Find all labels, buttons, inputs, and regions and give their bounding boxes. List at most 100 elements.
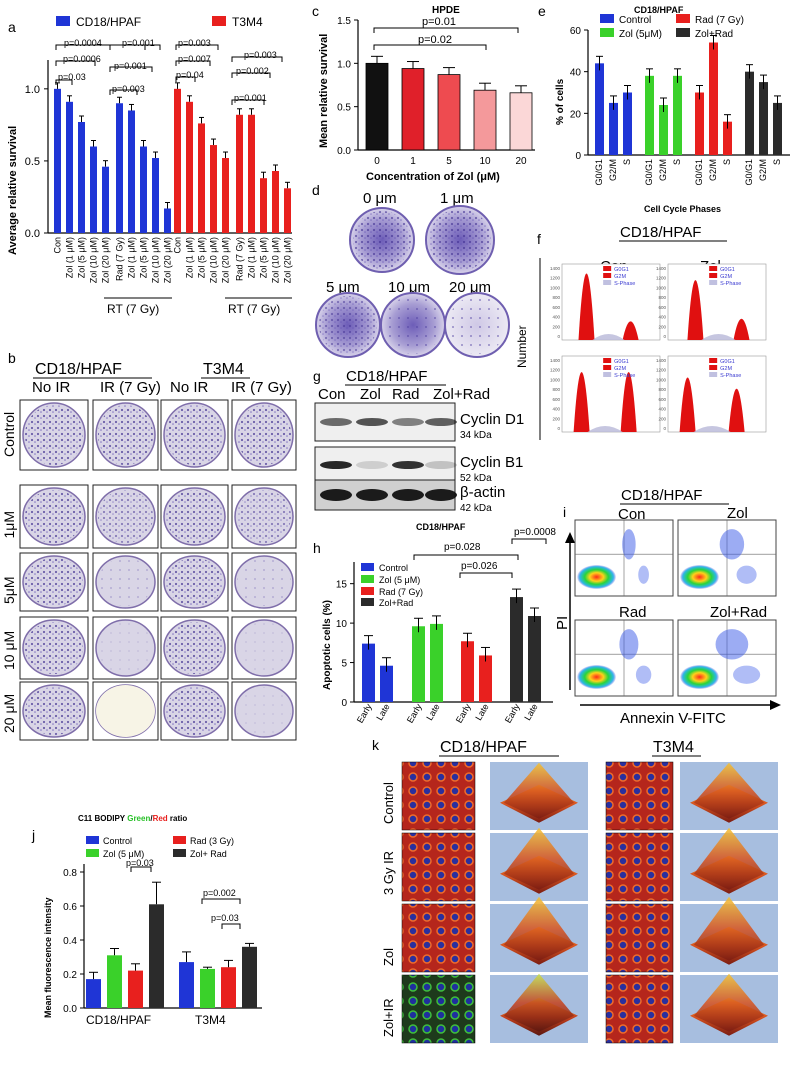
k-surface-peaks [694, 973, 764, 1032]
b-well-colonies [237, 490, 291, 543]
a-bar [152, 158, 159, 233]
j-bar [221, 967, 236, 1008]
f-title: CD18/HPAF [620, 224, 701, 241]
c-xtick-label: 5 [446, 156, 452, 167]
d-label: 10 μm [388, 279, 430, 296]
j-group-label: CD18/HPAF [86, 1013, 151, 1027]
j-title-post: ratio [168, 814, 188, 823]
i-title: CD18/HPAF [621, 487, 702, 504]
h-legend-swatch [361, 575, 374, 583]
f-ytick-label: 1000 [656, 377, 667, 382]
e-legend-swatch [600, 28, 614, 37]
h-pvalue: p=0.026 [461, 561, 498, 572]
a-xtick-label: Rad (7 Gy) [235, 237, 245, 281]
legend-label-t3m4: T3M4 [232, 15, 263, 29]
g-blot-band [356, 461, 388, 469]
h-xtick-label: Early [405, 702, 424, 725]
k-surface-peaks [694, 827, 764, 890]
a-pvalue: p=0.0006 [63, 54, 101, 64]
a-xtick-label: Zol (20 μM) [101, 237, 111, 283]
e-legend-label: Zol+Rad [695, 29, 733, 40]
a-bar [90, 146, 97, 233]
f-legend-label: G0G1 [614, 359, 629, 365]
h-legend-label: Zol+Rad [379, 598, 413, 608]
h-legend-swatch [361, 587, 374, 595]
c-xlabel: Concentration of Zol (μM) [366, 171, 500, 183]
h-title: CD18/HPAF [416, 522, 466, 532]
f-legend-swatch [603, 365, 612, 370]
j-bracket [201, 898, 241, 904]
h-xtick-label: Late [473, 702, 490, 722]
j-bracket [221, 923, 241, 929]
f-peak-g2m [622, 321, 639, 340]
j-bar [86, 979, 101, 1008]
g-blot-band [356, 418, 388, 426]
j-bar [149, 904, 164, 1008]
f-ytick-label: 1400 [656, 266, 667, 271]
a-bar [260, 178, 267, 233]
a-xtick-label: Con [53, 237, 63, 254]
k-micrograph [401, 761, 476, 831]
i-panel-label: Con [618, 506, 646, 523]
f-legend-label: S-Phase [614, 281, 635, 287]
a-bar [54, 88, 61, 233]
panel-g: CD18/HPAF Con Zol Rad Zol+Rad Cyclin D1 3… [314, 368, 524, 514]
h-legend-swatch [361, 598, 374, 606]
colony-plate-dots [384, 296, 442, 354]
a-xtick-label: Zol (20 μM) [163, 237, 173, 283]
g-lane-label: Zol+Rad [433, 386, 490, 403]
e-bar [745, 71, 754, 155]
b-col-label: No IR [170, 379, 209, 396]
e-bar [723, 121, 732, 155]
legend-swatch-cd18 [56, 16, 70, 26]
g-blot-band [392, 418, 424, 426]
g-lane-label: Zol [360, 386, 381, 403]
d-label: 5 μm [326, 279, 360, 296]
c-ytick-label: 1.5 [337, 16, 351, 27]
g-band-name: Cyclin D1 [460, 411, 524, 428]
c-bar [473, 89, 497, 151]
a-xtick-label: Zol (5 μM) [259, 237, 269, 278]
f-legend-swatch [709, 372, 718, 377]
b-row-label: 20 μM [1, 694, 17, 733]
j-legend-label: Control [103, 836, 132, 846]
b-col-label: IR (7 Gy) [100, 379, 161, 396]
b-well-colonies [237, 687, 291, 735]
k-micrograph [401, 974, 476, 1044]
j-ytick-label: 0.0 [63, 1004, 77, 1015]
f-legend-label: G2M [720, 274, 732, 280]
g-band-kda: 52 kDa [460, 473, 492, 484]
i-facs-population [576, 664, 617, 690]
a-bar [140, 146, 147, 233]
j-bar [107, 955, 122, 1008]
k-surface-peaks [504, 762, 574, 819]
c-bracket [373, 44, 487, 50]
c-pvalue: p=0.02 [418, 34, 452, 46]
e-bar [659, 105, 668, 155]
h-pvalue: p=0.0008 [514, 527, 556, 538]
j-legend-swatch [173, 836, 186, 844]
panel-letter-a: a [8, 19, 16, 35]
f-ytick-label: 1200 [550, 368, 561, 373]
e-xtick-label: G2/M [708, 159, 718, 181]
c-bar [365, 62, 389, 151]
b-well-colonies [237, 405, 291, 465]
k-group-label: CD18/HPAF [440, 739, 527, 756]
j-title-slash: / [150, 814, 153, 823]
e-xtick-label: G0/G1 [644, 159, 654, 186]
f-legend-swatch [709, 280, 718, 285]
b-well-colonies [166, 687, 223, 735]
colony-plate-dots [353, 211, 411, 269]
g-blot-band [392, 489, 424, 501]
k-micrograph [605, 974, 674, 1044]
e-xtick-label: G2/M [758, 159, 768, 181]
f-ytick-label: 200 [658, 324, 666, 329]
h-bar [412, 626, 425, 702]
f-ytick-label: 200 [552, 416, 560, 421]
j-ytick-label: 0.4 [63, 936, 77, 947]
i-facs-population [679, 664, 720, 690]
k-micrograph [401, 832, 476, 902]
g-title: CD18/HPAF [346, 368, 427, 385]
panel-h: CD18/HPAF p=0.0008 p=0.028 p=0.026 Contr… [322, 522, 556, 725]
c-ytick-label: 0.5 [337, 103, 351, 114]
